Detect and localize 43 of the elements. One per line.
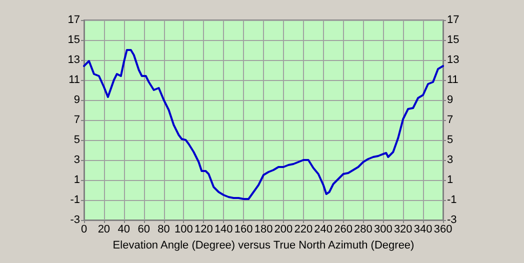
y2-tick-label: 13: [447, 54, 460, 66]
y-tick-label: 17: [68, 14, 80, 26]
y2-tick-label: 7: [447, 114, 454, 126]
x-tick-label: 320: [394, 224, 412, 236]
y2-tick-label: 11: [447, 74, 458, 86]
y-tick-label: 15: [68, 34, 80, 46]
x-axis-title: Elevation Angle (Degree) versus True North Azimuth (Degree): [112, 239, 414, 252]
y2-tick-label: -3: [447, 214, 457, 226]
y2-tick-label: 5: [447, 134, 454, 146]
y-tick-label: 9: [74, 94, 80, 106]
y2-tick-label: 15: [447, 34, 460, 46]
x-tick-label: 300: [374, 224, 392, 236]
y-tick-label: -1: [70, 194, 80, 206]
y-tick-label: 1: [74, 174, 80, 186]
y2-tick-label: 3: [447, 154, 454, 166]
x-tick-label: 160: [234, 224, 253, 236]
y-tick-label: 5: [74, 134, 80, 146]
y2-tick-label: 17: [447, 14, 460, 26]
y2-tick-label: -1: [447, 194, 457, 206]
y-tick-label: 7: [74, 114, 80, 126]
x-tick-label: 180: [254, 224, 273, 236]
y-tick-label: 3: [74, 154, 80, 166]
y2-tick-label: 1: [447, 174, 454, 186]
x-tick-label: 200: [274, 224, 293, 236]
x-tick-label: 80: [158, 224, 170, 236]
y-tick-label: -3: [70, 214, 80, 226]
x-tick-label: 140: [214, 224, 233, 236]
x-tick-label: 120: [194, 224, 213, 236]
x-tick-label: 240: [314, 224, 333, 236]
y-tick-label: 13: [68, 54, 80, 66]
x-tick-label: 260: [334, 224, 352, 236]
line-series: [83, 49, 444, 200]
x-tick-label: 40: [118, 224, 130, 236]
x-tick-label: 100: [174, 224, 193, 236]
x-tick-label: 20: [98, 224, 110, 236]
x-tick-label: 340: [414, 224, 432, 236]
x-tick-label: 60: [138, 224, 150, 236]
x-tick-label: 360: [434, 224, 452, 236]
y-tick-label: 11: [68, 74, 80, 86]
x-tick-label: 280: [354, 224, 372, 236]
x-tick-label: 0: [80, 224, 88, 236]
y2-tick-label: 9: [447, 94, 454, 106]
x-tick-label: 220: [294, 224, 313, 236]
